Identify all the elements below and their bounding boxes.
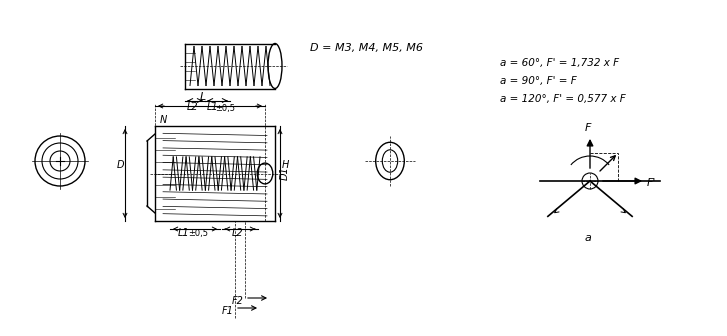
Text: F': F' xyxy=(647,178,656,188)
Text: D1: D1 xyxy=(280,166,290,180)
Text: ±0,5: ±0,5 xyxy=(215,103,235,113)
Text: L2: L2 xyxy=(187,102,198,113)
Text: F1: F1 xyxy=(222,306,234,316)
Text: L1: L1 xyxy=(207,102,219,113)
Text: D: D xyxy=(117,160,124,170)
Text: D = M3, M4, M5, M6: D = M3, M4, M5, M6 xyxy=(310,43,423,53)
Text: a = 90°, F' = F: a = 90°, F' = F xyxy=(500,76,577,86)
Text: a: a xyxy=(585,233,592,243)
Text: F2: F2 xyxy=(232,296,244,306)
Text: N: N xyxy=(160,115,167,125)
Text: L2: L2 xyxy=(232,228,244,238)
Text: ±0,5: ±0,5 xyxy=(188,229,208,238)
Text: F: F xyxy=(585,123,591,133)
Text: a = 120°, F' = 0,577 x F: a = 120°, F' = 0,577 x F xyxy=(500,94,626,104)
Text: L: L xyxy=(200,92,206,102)
Text: a = 60°, F' = 1,732 x F: a = 60°, F' = 1,732 x F xyxy=(500,58,619,68)
Text: L1: L1 xyxy=(178,228,190,238)
Text: H: H xyxy=(282,160,289,170)
